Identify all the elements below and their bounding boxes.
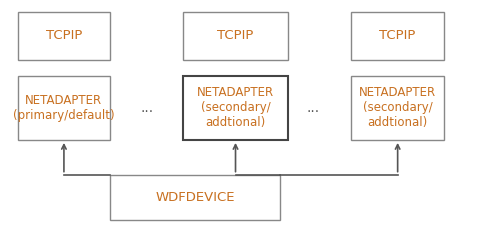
Bar	[183, 12, 288, 60]
Text: NETADAPTER
(primary/default): NETADAPTER (primary/default)	[13, 94, 115, 122]
Text: TCPIP: TCPIP	[46, 29, 82, 42]
Bar	[110, 175, 280, 220]
Text: WDFDEVICE: WDFDEVICE	[156, 191, 235, 204]
Bar	[18, 76, 110, 140]
Bar	[183, 76, 288, 140]
Bar	[351, 12, 444, 60]
Text: TCPIP: TCPIP	[217, 29, 254, 42]
Text: NETADAPTER
(secondary/
addtional): NETADAPTER (secondary/ addtional)	[197, 87, 274, 129]
Text: NETADAPTER
(secondary/
addtional): NETADAPTER (secondary/ addtional)	[359, 87, 436, 129]
Text: ...: ...	[306, 101, 319, 115]
Bar	[18, 12, 110, 60]
Text: TCPIP: TCPIP	[380, 29, 416, 42]
Text: ...: ...	[141, 101, 154, 115]
Bar	[351, 76, 444, 140]
